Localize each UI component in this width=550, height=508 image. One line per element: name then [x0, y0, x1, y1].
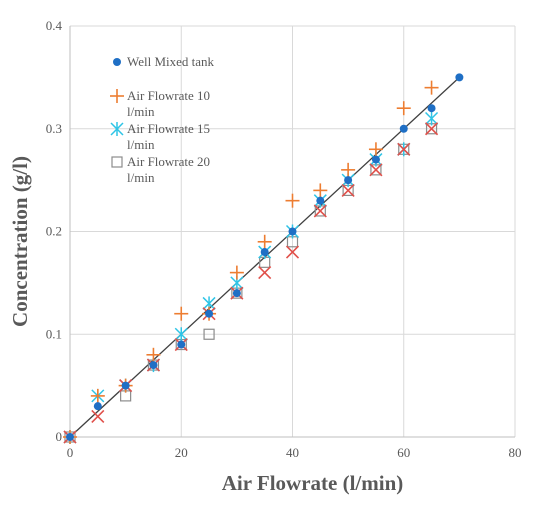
data-point: [258, 266, 272, 280]
data-point: [93, 402, 102, 411]
data-point: [285, 193, 300, 208]
marker-x-b: [285, 245, 300, 259]
y-tick-label: 0: [56, 429, 63, 444]
marker-square: [203, 328, 215, 340]
data-point: [149, 361, 158, 370]
legend-marker: [110, 89, 124, 103]
marker-x-b: [341, 183, 355, 197]
marker-circle: [371, 155, 380, 164]
axes: [69, 26, 515, 438]
legend-item: Air Flowrate 10l/min: [110, 88, 210, 119]
marker-circle: [93, 402, 102, 411]
marker-square: [111, 156, 123, 168]
data-point: [427, 104, 436, 113]
legend-item: Air Flowrate 20l/min: [111, 154, 210, 185]
legend-label: l/min: [127, 104, 155, 119]
data-point: [90, 388, 105, 403]
tick-labels: 0 0.1 0.2 0.3 0.4 0 20 40 60 80: [46, 18, 522, 460]
marker-circle: [288, 227, 297, 236]
legend-label: l/min: [127, 137, 155, 152]
marker-circle: [344, 176, 353, 185]
data-point: [313, 204, 327, 218]
marker-x-b: [397, 142, 411, 156]
data-point: [121, 381, 130, 390]
data-point: [369, 163, 383, 177]
data-point: [371, 155, 380, 164]
data-point: [229, 265, 244, 280]
legend-label: Air Flowrate 20: [127, 154, 210, 169]
data-point: [344, 176, 353, 185]
data-point: [177, 340, 186, 349]
legend-item: Well Mixed tank: [113, 54, 215, 69]
marker-circle: [113, 58, 121, 66]
marker-circle: [232, 289, 241, 298]
data-point: [174, 327, 188, 342]
legend-label: l/min: [127, 170, 155, 185]
legend-label: Well Mixed tank: [127, 54, 215, 69]
y-axis-title: Concentration (g/l): [8, 156, 32, 327]
data-point: [424, 80, 439, 95]
marker-circle: [455, 73, 464, 82]
series-4: [63, 122, 439, 444]
x-axis-title: Air Flowrate (l/min): [222, 471, 404, 495]
marker-circle: [427, 104, 436, 113]
x-tick-label: 40: [286, 445, 299, 460]
y-tick-label: 0.3: [46, 121, 62, 136]
data-point: [424, 122, 439, 136]
data-point: [368, 142, 383, 157]
data-point: [232, 289, 241, 298]
data-point: [341, 183, 355, 197]
x-tick-label: 20: [175, 445, 188, 460]
data-point: [396, 101, 411, 116]
data-point: [91, 409, 105, 424]
data-point: [66, 433, 74, 441]
y-tick-label: 0.1: [46, 326, 62, 341]
marker-circle: [316, 196, 325, 205]
marker-x-b: [258, 266, 272, 280]
x-tick-label: 0: [67, 445, 74, 460]
data-point: [313, 183, 328, 198]
y-tick-label: 0.2: [46, 224, 62, 239]
y-tick-label: 0.4: [46, 18, 63, 33]
x-tick-label: 60: [397, 445, 410, 460]
data-point: [316, 196, 325, 205]
data-point: [288, 227, 297, 236]
legend-marker: [110, 122, 124, 136]
data-point: [257, 234, 272, 249]
data-point: [285, 245, 300, 259]
marker-x-b: [369, 163, 383, 177]
marker-circle: [205, 309, 214, 318]
marker-circle: [121, 381, 130, 390]
marker-circle: [149, 361, 158, 370]
marker-circle: [260, 248, 269, 257]
series-0: [66, 73, 464, 441]
marker-x-b: [91, 409, 105, 424]
data-point: [455, 73, 464, 82]
legend-label: Air Flowrate 15: [127, 121, 210, 136]
data-marks: [63, 73, 464, 444]
legend-marker: [111, 156, 123, 168]
marker-x-b: [424, 122, 439, 136]
data-point: [203, 328, 215, 340]
legend-marker: [113, 58, 121, 66]
marker-circle: [66, 433, 74, 441]
data-point: [205, 309, 214, 318]
data-point: [341, 162, 356, 177]
marker-circle: [399, 124, 408, 133]
marker-circle: [177, 340, 186, 349]
data-point: [397, 142, 411, 156]
data-point: [399, 124, 408, 133]
legend-item: Air Flowrate 15l/min: [110, 121, 210, 152]
marker-x-b: [313, 204, 327, 218]
x-tick-label: 80: [509, 445, 522, 460]
data-point: [174, 306, 189, 321]
data-point: [425, 111, 439, 126]
data-point: [146, 347, 161, 362]
legend-label: Air Flowrate 10: [127, 88, 210, 103]
data-point: [260, 248, 269, 257]
